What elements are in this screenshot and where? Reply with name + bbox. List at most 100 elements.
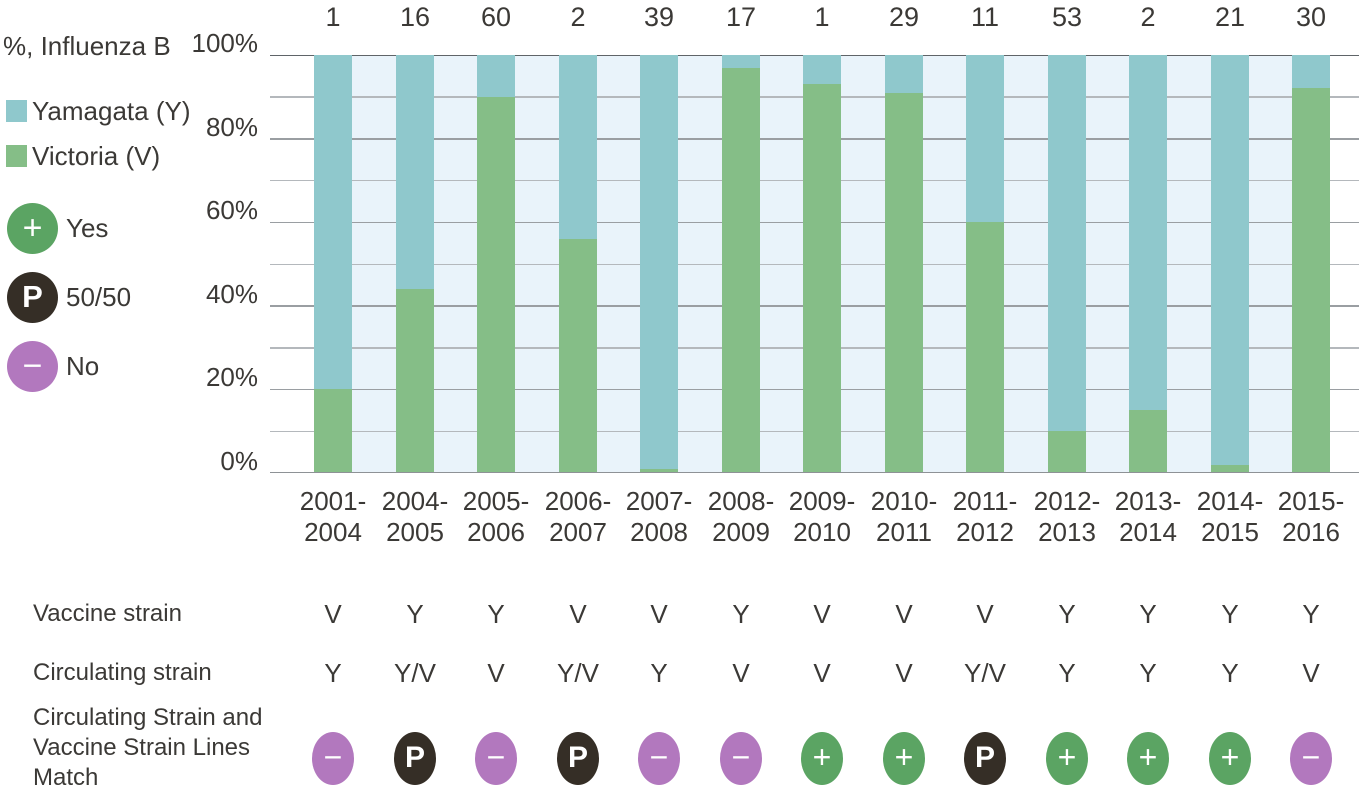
match-5050-badge: P	[557, 732, 599, 785]
bar-yamagata-segment	[1048, 55, 1086, 432]
x-category-label: 2009- 2010	[788, 486, 856, 547]
circulating-strain-value: Y/V	[557, 658, 599, 688]
bar-yamagata-segment	[885, 55, 923, 93]
bar	[722, 55, 760, 473]
bar-count-label: 29	[888, 2, 920, 32]
x-category-label: 2004- 2005	[381, 486, 449, 547]
bar-yamagata-segment	[559, 55, 597, 239]
match-5050-badge: P	[394, 732, 436, 785]
x-category-label: 2007- 2008	[625, 486, 693, 547]
plus-icon: +	[1220, 739, 1240, 775]
circulating-strain-value: Y	[1221, 658, 1239, 688]
bar-victoria-segment	[1129, 410, 1167, 473]
match-5050-label: 50/50	[66, 282, 132, 312]
plus-icon: +	[1057, 739, 1077, 775]
bar-yamagata-segment	[966, 55, 1004, 223]
bar-yamagata-segment	[314, 55, 352, 390]
bar-victoria-segment	[1211, 464, 1249, 473]
vaccine-strain-value: Y	[406, 599, 424, 629]
bar	[559, 55, 597, 473]
match-yes-badge: +	[1046, 732, 1088, 785]
circulating-strain-value: V	[895, 658, 913, 688]
bar	[1048, 55, 1086, 473]
yamagata-legend-swatch	[6, 100, 27, 122]
x-category-label: 2008- 2009	[707, 486, 775, 547]
vaccine-strain-row-label: Vaccine strain	[33, 600, 182, 627]
vaccine-strain-value: V	[650, 599, 668, 629]
match-yes-icon: +	[7, 203, 58, 254]
bar-yamagata-segment	[803, 55, 841, 85]
bar	[314, 55, 352, 473]
circulating-strain-value: Y/V	[964, 658, 1006, 688]
y-tick-label: 100%	[191, 28, 259, 58]
x-category-label: 2010- 2011	[870, 486, 938, 547]
minus-icon: −	[731, 739, 751, 775]
vaccine-strain-value: Y	[732, 599, 750, 629]
vaccine-strain-value: Y	[1058, 599, 1076, 629]
bar-count-label: 2	[1140, 2, 1156, 32]
plot-area	[270, 54, 1359, 473]
plus-icon: +	[22, 209, 43, 247]
bar-count-label: 53	[1051, 2, 1083, 32]
bar-yamagata-segment	[477, 55, 515, 97]
bar-victoria-segment	[314, 389, 352, 473]
match-yes-badge: +	[883, 732, 925, 785]
circulating-strain-row-label: Circulating strain	[33, 659, 212, 686]
circulating-strain-value: V	[1302, 658, 1320, 688]
bar-count-label: 2	[570, 2, 586, 32]
vaccine-strain-value: Y	[1139, 599, 1157, 629]
match-yes-badge: +	[801, 732, 843, 785]
bar	[1211, 55, 1249, 473]
x-category-label: 2014- 2015	[1196, 486, 1264, 547]
bar-yamagata-segment	[1211, 55, 1249, 465]
bar-victoria-segment	[640, 468, 678, 473]
match-yes-label: Yes	[66, 213, 109, 243]
match-no-badge: −	[720, 732, 762, 785]
match-yes-badge: +	[1127, 732, 1169, 785]
vaccine-strain-value: V	[324, 599, 342, 629]
p-icon: P	[567, 741, 588, 774]
bar	[1292, 55, 1330, 473]
circulating-strain-value: Y/V	[394, 658, 436, 688]
p-icon: P	[22, 279, 43, 314]
bar-yamagata-segment	[640, 55, 678, 469]
bar-yamagata-segment	[722, 55, 760, 68]
p-icon: P	[404, 741, 425, 774]
chart-title: %, Influenza B	[3, 31, 171, 61]
plus-icon: +	[1138, 739, 1158, 775]
bar	[966, 55, 1004, 473]
x-category-label: 2015- 2016	[1277, 486, 1345, 547]
victoria-legend-label: Victoria (V)	[32, 141, 161, 171]
bar-yamagata-segment	[1292, 55, 1330, 89]
x-category-label: 2001- 2004	[299, 486, 367, 547]
y-tick-label: 80%	[205, 111, 258, 142]
match-no-badge: −	[1290, 732, 1332, 785]
minus-icon: −	[22, 347, 43, 385]
bar-victoria-segment	[559, 238, 597, 473]
bar-count-label: 21	[1214, 2, 1246, 32]
match-5050-badge: P	[964, 732, 1006, 785]
circulating-strain-value: Y	[1058, 658, 1076, 688]
bar-count-label: 30	[1295, 2, 1327, 32]
x-category-label: 2005- 2006	[462, 486, 530, 547]
vaccine-strain-value: V	[569, 599, 587, 629]
bar-yamagata-segment	[396, 55, 434, 290]
y-tick-label: 20%	[205, 362, 258, 393]
vaccine-strain-value: V	[813, 599, 831, 629]
circulating-strain-value: V	[732, 658, 750, 688]
victoria-legend-swatch	[6, 145, 27, 167]
x-category-label: 2012- 2013	[1033, 486, 1101, 547]
bar-victoria-segment	[477, 96, 515, 473]
x-category-label: 2013- 2014	[1114, 486, 1182, 547]
bar-count-label: 1	[325, 2, 341, 32]
bar	[477, 55, 515, 473]
bar-yamagata-segment	[1129, 55, 1167, 411]
bar	[885, 55, 923, 473]
vaccine-strain-value: V	[976, 599, 994, 629]
match-yes-badge: +	[1209, 732, 1251, 785]
bar-count-label: 60	[480, 2, 512, 32]
bar-count-label: 1	[814, 2, 830, 32]
bar-count-label: 11	[970, 2, 1000, 32]
match-row-label: Circulating Strain and Vaccine Strain Li…	[33, 704, 263, 791]
vaccine-strain-value: V	[895, 599, 913, 629]
